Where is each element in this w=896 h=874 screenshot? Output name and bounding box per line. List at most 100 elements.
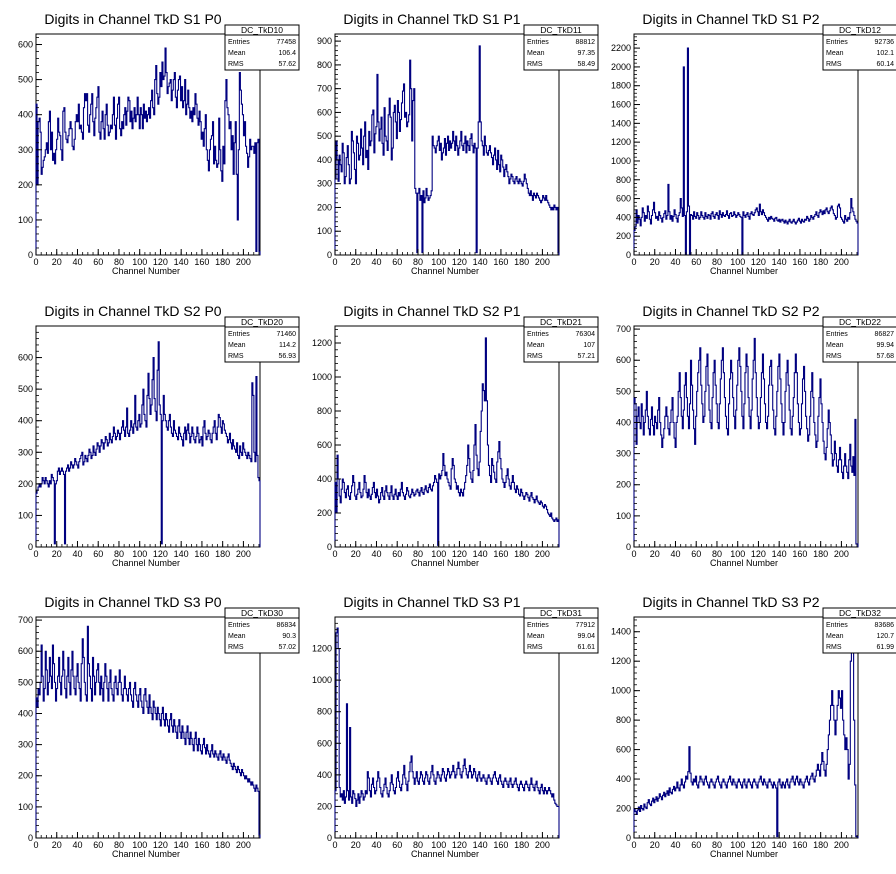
plot-frame	[633, 616, 859, 839]
y-tick-label: 400	[317, 155, 332, 165]
y-tick-label: 100	[18, 215, 33, 225]
y-tick-label: 0	[626, 833, 631, 843]
x-tick-label: 200	[236, 549, 251, 559]
x-tick-label: 120	[751, 257, 766, 267]
stats-value: 86834	[277, 622, 297, 629]
histogram-series	[334, 45, 560, 255]
x-tick-label: 20	[351, 257, 361, 267]
x-tick-label: 140	[174, 257, 189, 267]
y-tick-label: 700	[18, 615, 33, 625]
y-tick-label: 1400	[611, 627, 631, 637]
x-axis-label: Channel Number	[411, 558, 479, 568]
plot-frame	[334, 325, 560, 548]
x-tick-label: 60	[93, 840, 103, 850]
stats-label: Entries	[228, 622, 250, 629]
y-tick-label: 600	[317, 440, 332, 450]
x-axis-label: Channel Number	[710, 849, 778, 859]
y-tick-label: 400	[317, 474, 332, 484]
stats-box: DC_TkD31 Entries 77912 Mean 99.04 RMS 61.61	[523, 607, 599, 654]
x-axis-label: Channel Number	[710, 266, 778, 276]
y-tick-label: 500	[317, 131, 332, 141]
y-tick-label: 100	[616, 511, 631, 521]
y-tick-label: 2000	[611, 62, 631, 72]
x-tick-label: 180	[215, 840, 230, 850]
x-tick-label: 20	[52, 549, 62, 559]
x-tick-label: 100	[730, 549, 745, 559]
x-tick-label: 180	[215, 549, 230, 559]
x-tick-label: 60	[691, 549, 701, 559]
x-tick-label: 140	[174, 549, 189, 559]
y-tick-label: 1200	[312, 644, 332, 654]
x-tick-label: 0	[631, 549, 636, 559]
stats-value: 57.21	[577, 353, 595, 360]
x-tick-label: 60	[392, 257, 402, 267]
x-tick-label: 120	[153, 549, 168, 559]
x-tick-label: 60	[691, 257, 701, 267]
stats-box-name: DC_TkD30	[241, 608, 283, 618]
stats-label: Entries	[527, 39, 549, 46]
stats-box-frame	[523, 24, 599, 71]
stats-value: 99.94	[876, 342, 894, 349]
x-tick-label: 140	[772, 840, 787, 850]
y-tick-label: 0	[28, 250, 33, 260]
histogram-series	[633, 622, 859, 838]
y-tick-label: 1200	[611, 137, 631, 147]
histogram-panel-3: Digits in Channel TkD S1 P2 0 20 40 60 80 100 1…	[611, 11, 896, 276]
x-tick-label: 160	[194, 549, 209, 559]
x-tick-label: 60	[93, 549, 103, 559]
y-tick-label: 400	[317, 770, 332, 780]
y-tick-label: 200	[18, 771, 33, 781]
x-tick-label: 200	[834, 549, 849, 559]
stats-box: DC_TkD32 Entries 83686 Mean 120.7 RMS 61.99	[822, 607, 896, 654]
histogram-panel-5: Digits in Channel TkD S2 P1 0 20 40 60 80 100 1…	[312, 303, 599, 568]
chart-title: Digits in Channel TkD S1 P1	[343, 11, 520, 27]
x-tick-label: 80	[712, 549, 722, 559]
x-axis-label: Channel Number	[112, 849, 180, 859]
stats-value: 83686	[875, 622, 895, 629]
y-tick-label: 300	[317, 179, 332, 189]
y-tick-label: 800	[616, 715, 631, 725]
x-tick-label: 200	[834, 840, 849, 850]
x-tick-label: 80	[712, 840, 722, 850]
y-tick-label: 200	[616, 231, 631, 241]
x-tick-label: 200	[535, 840, 550, 850]
y-tick-label: 700	[317, 84, 332, 94]
x-tick-label: 100	[431, 257, 446, 267]
y-tick-label: 800	[616, 175, 631, 185]
x-tick-label: 100	[431, 549, 446, 559]
x-tick-label: 80	[114, 549, 124, 559]
histogram-series	[633, 337, 859, 547]
x-tick-label: 0	[332, 549, 337, 559]
x-tick-label: 180	[813, 549, 828, 559]
stats-value: 102.1	[876, 50, 894, 57]
stats-label: Entries	[228, 39, 250, 46]
y-tick-label: 1000	[312, 675, 332, 685]
y-tick-label: 600	[18, 40, 33, 50]
x-tick-label: 160	[493, 549, 508, 559]
x-tick-label: 0	[631, 257, 636, 267]
chart-title: Digits in Channel TkD S1 P2	[642, 11, 819, 27]
stats-label: Entries	[228, 331, 250, 338]
y-tick-label: 300	[616, 449, 631, 459]
stats-value: 57.62	[278, 61, 296, 68]
stats-label: RMS	[228, 61, 244, 68]
y-tick-label: 300	[18, 740, 33, 750]
stats-value: 57.68	[876, 353, 894, 360]
y-tick-label: 500	[18, 677, 33, 687]
plot-frame	[334, 616, 560, 839]
x-tick-label: 180	[514, 840, 529, 850]
stats-value: 86827	[875, 331, 895, 338]
y-tick-label: 800	[317, 406, 332, 416]
stats-box-frame	[224, 24, 300, 71]
stats-box-name: DC_TkD20	[241, 317, 283, 327]
x-tick-label: 0	[631, 840, 636, 850]
x-tick-label: 120	[153, 840, 168, 850]
y-tick-label: 0	[28, 833, 33, 843]
x-tick-label: 200	[834, 257, 849, 267]
x-tick-label: 40	[371, 549, 381, 559]
stats-label: RMS	[527, 61, 543, 68]
chart-title: Digits in Channel TkD S2 P2	[642, 303, 819, 319]
x-tick-label: 120	[153, 257, 168, 267]
x-tick-label: 120	[452, 257, 467, 267]
